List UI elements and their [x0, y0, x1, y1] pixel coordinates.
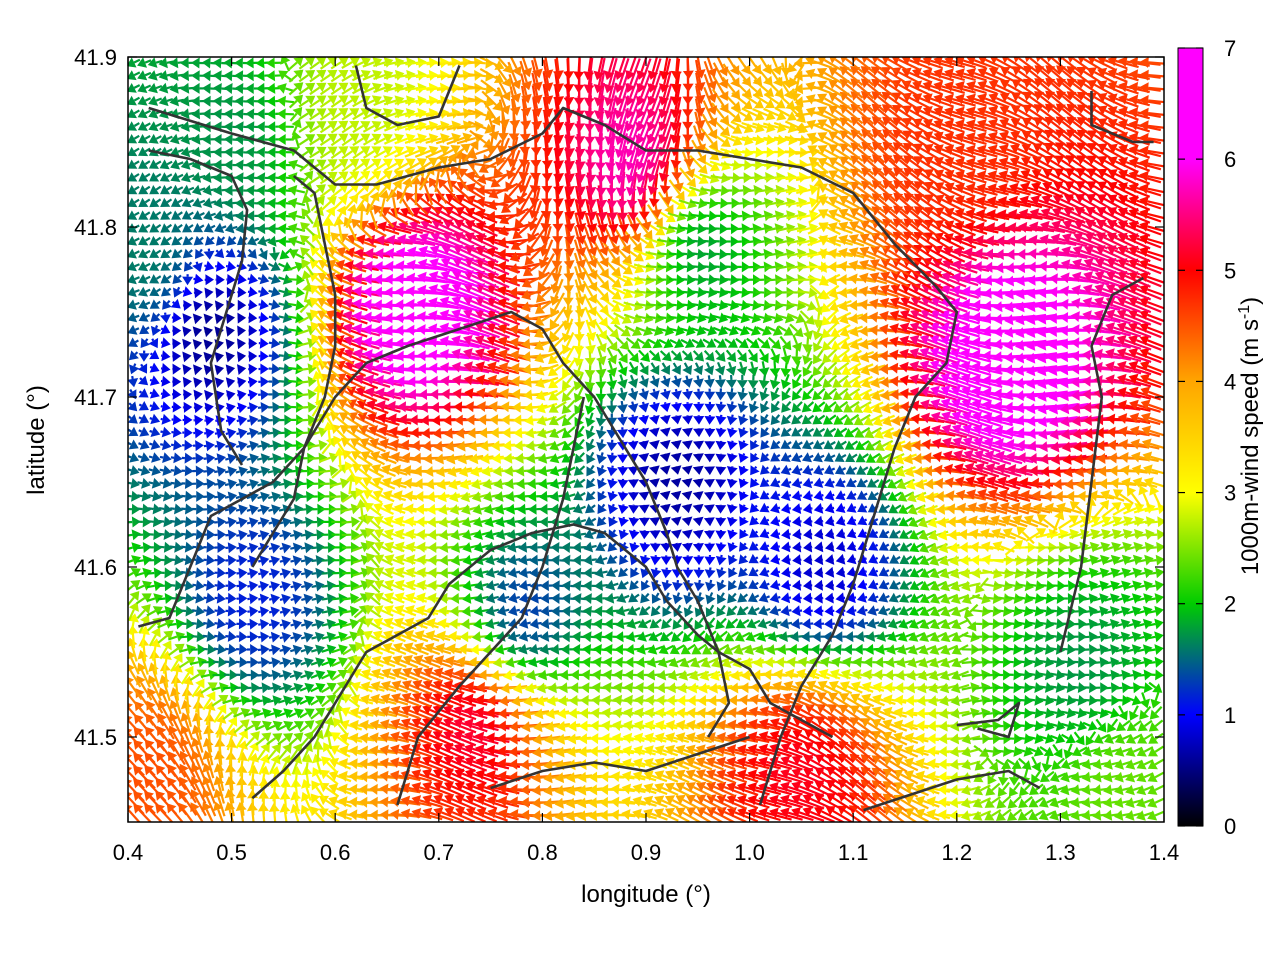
- wind-arrow: [128, 804, 141, 822]
- wind-arrow: [201, 788, 217, 817]
- wind-arrow: [1028, 796, 1045, 808]
- wind-arrow: [802, 806, 835, 822]
- wind-arrow: [780, 807, 814, 822]
- wind-arrow: [780, 794, 814, 809]
- wind-arrow: [128, 792, 145, 815]
- wind-arrow: [1147, 810, 1164, 821]
- wind-arrow: [791, 794, 825, 810]
- wind-arrow: [696, 794, 724, 811]
- wind-arrow: [686, 807, 713, 822]
- wind-arrow: [758, 794, 792, 808]
- wind-arrow: [984, 809, 1002, 821]
- wind-arrow: [422, 794, 454, 810]
- wind-arrow: [716, 794, 747, 810]
- wind-arrow: [444, 807, 476, 822]
- wind-arrow: [1007, 795, 1022, 809]
- wind-arrow: [400, 795, 432, 807]
- wind-arrow: [1038, 810, 1056, 821]
- wind-arrow: [1147, 797, 1164, 808]
- wind-arrow: [444, 794, 476, 811]
- wind-arrow: [893, 807, 918, 822]
- wind-arrow: [201, 801, 214, 822]
- wind-arrow: [706, 794, 736, 811]
- wind-arrow: [235, 801, 247, 822]
- wind-arrow: [1007, 808, 1023, 821]
- wind-arrow: [465, 794, 498, 810]
- wind-arrow: [433, 807, 465, 822]
- wind-arrow: [300, 804, 313, 822]
- wind-arrow: [1038, 797, 1056, 808]
- wind-arrow: [476, 794, 509, 809]
- wind-arrow: [675, 794, 701, 811]
- wind-arrow: [476, 807, 508, 822]
- wind-arrow: [319, 795, 340, 810]
- wind-arrow: [318, 808, 340, 822]
- wind-arrow: [984, 796, 1001, 808]
- wind-arrow: [290, 791, 302, 815]
- wind-arrow: [726, 794, 759, 810]
- wind-arrow: [310, 793, 327, 813]
- wind-arrow: [455, 807, 487, 822]
- wind-arrow: [487, 807, 519, 821]
- wind-arrow: [1028, 809, 1045, 821]
- wind-arrow: [213, 801, 224, 822]
- wind-arrow: [1017, 809, 1034, 821]
- wind-arrow: [310, 806, 326, 822]
- wind-arrow: [665, 807, 690, 822]
- wind-arrow: [128, 779, 145, 802]
- wind-arrow: [433, 794, 465, 810]
- wind-arrow: [422, 807, 454, 822]
- wind-arrow: [665, 795, 690, 810]
- wind-arrow: [791, 807, 825, 822]
- wind-arrow: [716, 807, 747, 822]
- wind-arrow: [737, 794, 770, 809]
- wind-arrows: [128, 57, 1164, 822]
- wind-arrow: [769, 794, 803, 809]
- wind-arrow: [747, 807, 781, 822]
- wind-arrow: [411, 795, 443, 808]
- wind-arrow: [996, 795, 1012, 809]
- wind-arrow: [675, 807, 701, 822]
- wind-arrow: [1018, 796, 1033, 808]
- wind-arrow: [758, 807, 792, 821]
- wind-arrow: [400, 808, 432, 820]
- wind-arrow: [802, 793, 835, 811]
- wind-arrow: [769, 807, 803, 821]
- wind-arrow: [706, 807, 736, 822]
- wind-arrow: [996, 808, 1012, 821]
- wind-arrow: [686, 794, 713, 811]
- wind-arrow: [301, 791, 313, 814]
- wind-arrow: [814, 806, 846, 822]
